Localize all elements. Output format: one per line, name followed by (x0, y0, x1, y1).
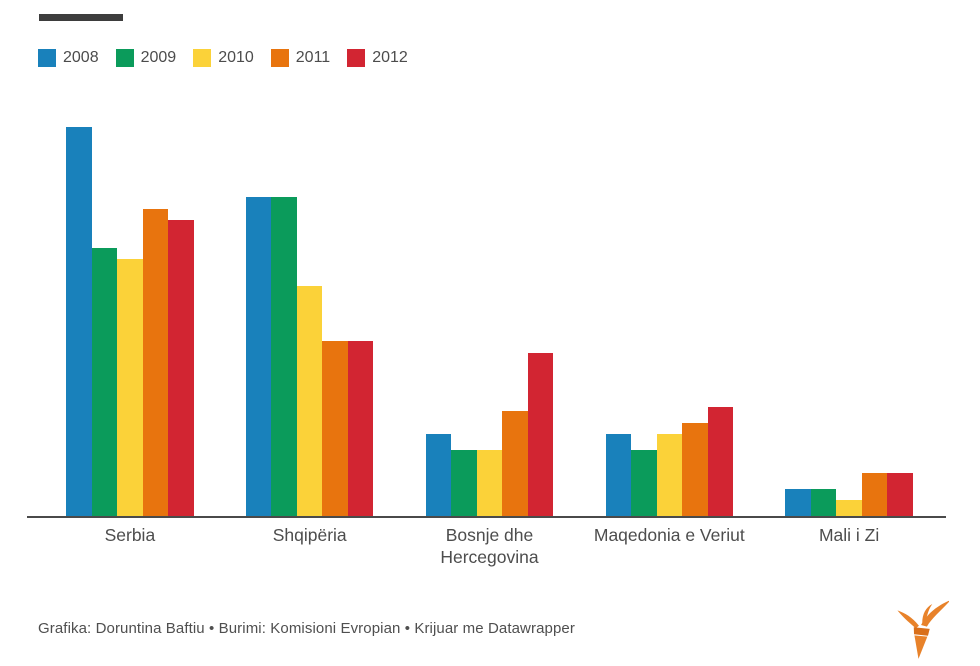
title-placeholder-bar (39, 14, 123, 21)
bar-2009-shqip-ria (271, 197, 297, 516)
bar-2009-serbia (91, 248, 118, 516)
legend-swatch-2012 (347, 49, 366, 67)
legend-swatch-2011 (270, 49, 289, 67)
bar-2008-serbia (66, 127, 92, 516)
bar-2012-shqip-ria (347, 341, 374, 516)
legend-item-2012: 2012 (347, 49, 408, 67)
bar-2008-maqedonia-e-veriut (605, 434, 632, 516)
bar-2008-shqip-ria (245, 197, 272, 516)
bar-2008-mali-i-zi (785, 489, 811, 516)
bar-2009-mali-i-zi (810, 489, 837, 516)
legend-label: 2008 (63, 49, 99, 66)
bar-2012-maqedonia-e-veriut (707, 407, 734, 516)
x-axis-labels: Serbia Shqipëria Bosnje dhe Hercegovina … (40, 524, 939, 568)
bar-2011-bosnje-dhe-hercegovina (502, 411, 528, 516)
bar-group-mali-i-zi (759, 127, 939, 516)
legend-swatch-2008 (38, 49, 56, 67)
category-label-maqedonia-e-veriut: Maqedonia e Veriut (593, 525, 745, 545)
legend-label: 2010 (218, 49, 254, 66)
bar-2011-mali-i-zi (861, 473, 888, 516)
x-axis-baseline (27, 516, 946, 518)
bar-group-serbia (40, 127, 220, 516)
bar-chart-plot (40, 127, 939, 516)
bar-2012-mali-i-zi (887, 473, 913, 516)
bar-group-shqip-ria (220, 127, 400, 516)
legend-swatch-2010 (193, 49, 212, 67)
bar-group-bosnje-dhe-hercegovina (400, 127, 580, 516)
legend-swatch-2009 (115, 49, 134, 67)
bar-2011-shqip-ria (322, 341, 348, 516)
bar-2009-bosnje-dhe-hercegovina (451, 450, 477, 516)
bar-2010-maqedonia-e-veriut (656, 434, 683, 516)
category-label-bosnje-dhe-hercegovina: Bosnje dhe Hercegovina (440, 525, 539, 567)
bar-2009-maqedonia-e-veriut (631, 450, 657, 516)
legend-item-2010: 2010 (193, 49, 254, 67)
bar-2008-bosnje-dhe-hercegovina (425, 434, 452, 516)
chart-legend: 2008 2009 2010 2011 2012 (38, 49, 408, 67)
rferl-torch-logo (897, 599, 949, 659)
bar-2012-serbia (168, 220, 194, 516)
source-credit: Grafika: Doruntina Baftiu • Burimi: Komi… (38, 620, 575, 637)
bar-2011-maqedonia-e-veriut (682, 423, 708, 516)
category-label-serbia: Serbia (104, 525, 156, 545)
legend-label: 2009 (140, 49, 177, 66)
category-label-shqiperia: Shqipëria (272, 525, 347, 545)
bar-2010-serbia (117, 259, 143, 516)
bar-2010-shqip-ria (296, 286, 323, 516)
legend-item-2011: 2011 (270, 49, 331, 67)
category-label-mali-i-zi: Mali i Zi (818, 525, 880, 545)
legend-item-2008: 2008 (38, 49, 99, 67)
bar-2012-bosnje-dhe-hercegovina (527, 353, 554, 516)
legend-label: 2012 (372, 49, 408, 66)
legend-label: 2011 (295, 49, 331, 66)
legend-item-2009: 2009 (115, 49, 177, 67)
bar-2011-serbia (142, 209, 169, 516)
bar-2010-mali-i-zi (836, 500, 862, 516)
bar-group-maqedonia-e-veriut (579, 127, 759, 516)
bar-2010-bosnje-dhe-hercegovina (476, 450, 503, 516)
